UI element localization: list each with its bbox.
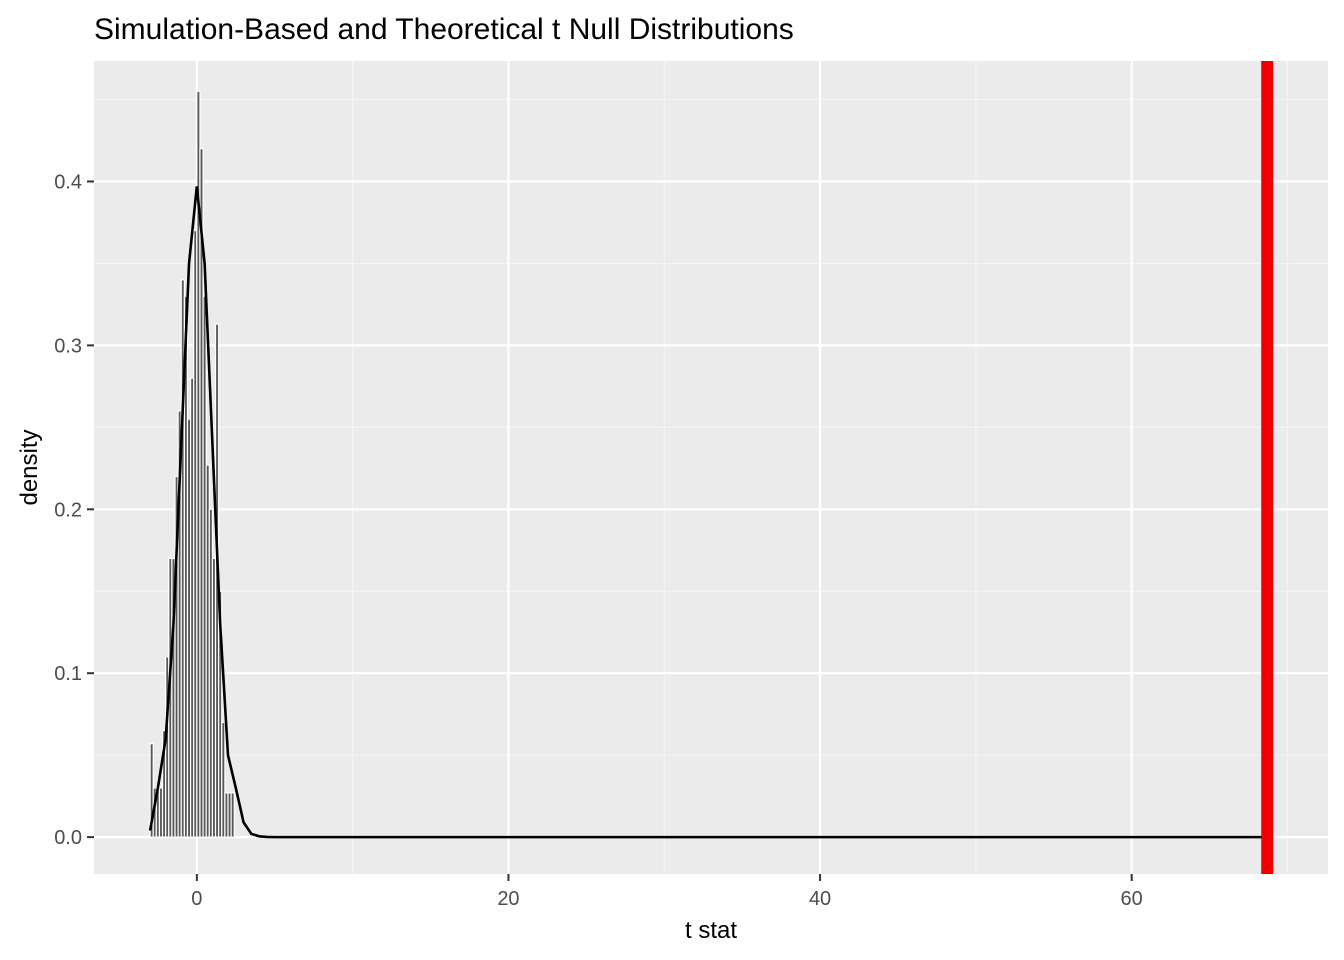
plot-panel	[94, 61, 1328, 874]
x-axis-ticks: 0 20 40 60	[191, 874, 1143, 910]
histogram-bar	[218, 590, 223, 838]
y-tick-label: 0.3	[54, 335, 82, 357]
y-tick-label: 0.2	[54, 499, 82, 521]
x-tick-label: 60	[1121, 888, 1143, 910]
x-tick-label: 0	[191, 888, 202, 910]
y-axis-ticks: 0.0 0.1 0.2 0.3 0.4	[54, 171, 94, 849]
histogram-bars	[149, 90, 235, 838]
x-tick-label: 40	[809, 888, 831, 910]
theoretical-t-curve	[148, 186, 1268, 839]
y-tick-label: 0.1	[54, 663, 82, 685]
histogram-bar	[230, 792, 235, 838]
y-tick-label: 0.0	[54, 827, 82, 849]
x-tick-label: 20	[497, 888, 519, 910]
x-axis-title: t stat	[685, 917, 737, 944]
y-tick-label: 0.4	[54, 171, 82, 193]
histogram-bar	[221, 721, 226, 838]
chart-title: Simulation-Based and Theoretical t Null …	[94, 13, 794, 46]
y-axis-title: density	[16, 429, 43, 505]
grid-minor	[94, 61, 1328, 874]
